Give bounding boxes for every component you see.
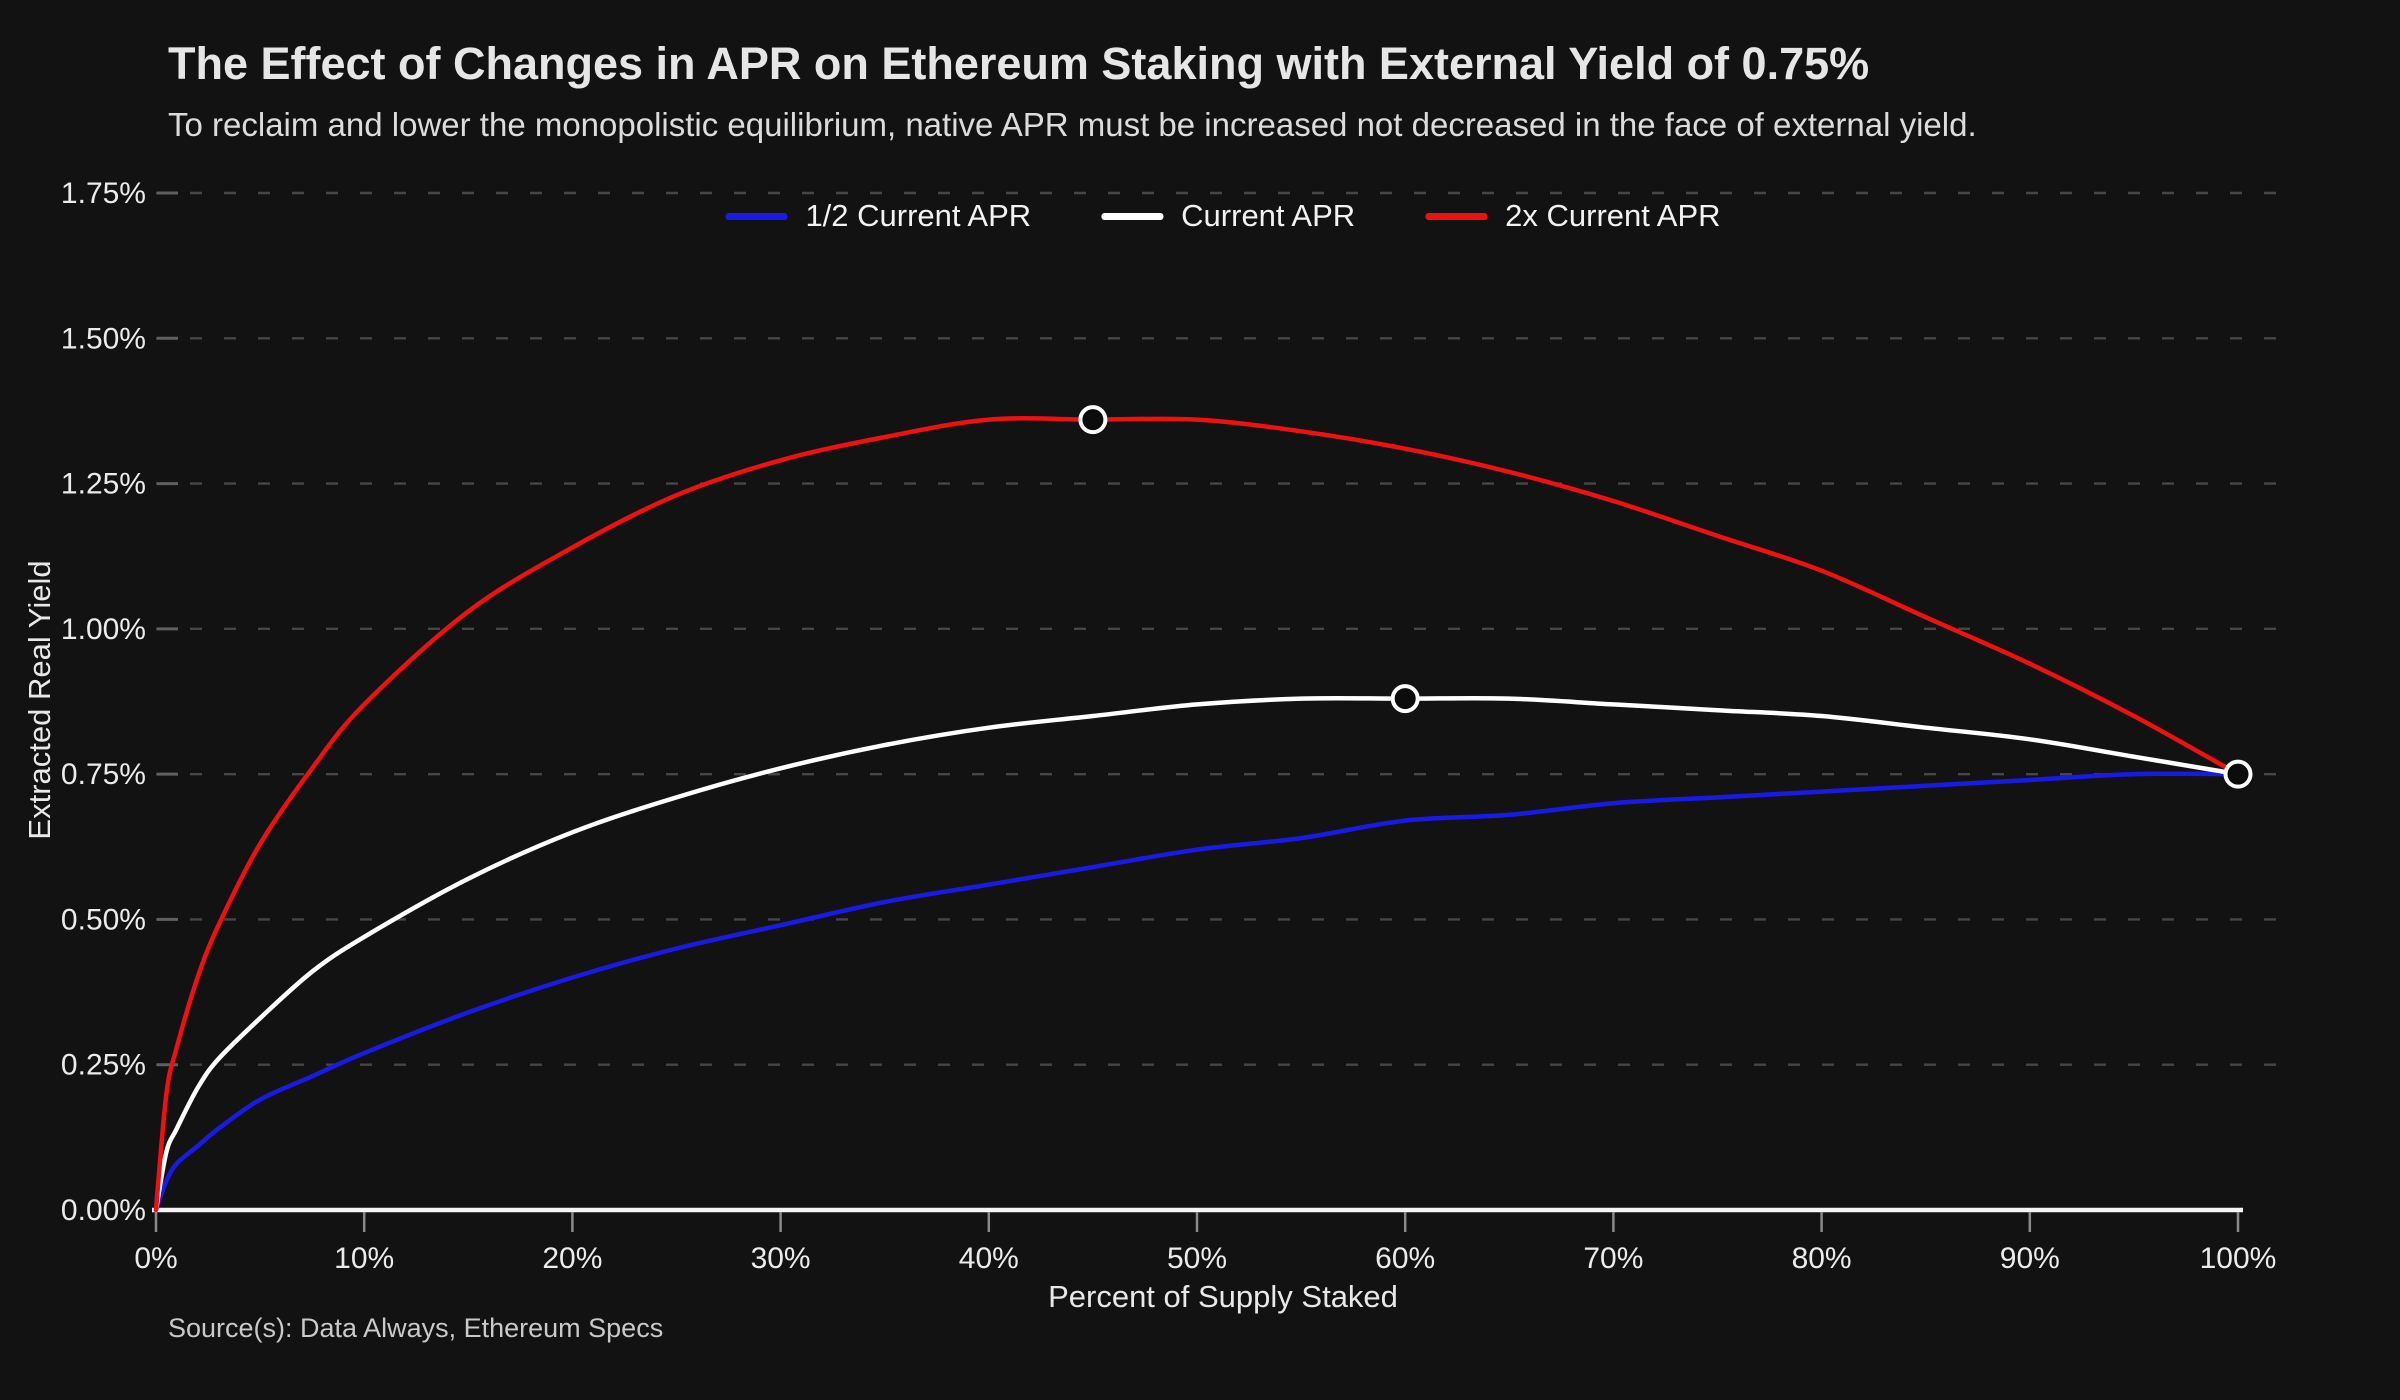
legend-item-current-apr: Current APR xyxy=(1101,198,1355,234)
data-point-marker xyxy=(1078,405,1108,435)
x-axis-title: Percent of Supply Staked xyxy=(1048,1279,1398,1314)
legend-label-1-2-current-apr: 1/2 Current APR xyxy=(805,198,1032,233)
legend-swatch-2x-current-apr xyxy=(1425,212,1488,220)
x-tick-label: 80% xyxy=(1792,1242,1852,1275)
x-tick-label: 50% xyxy=(1167,1242,1227,1275)
y-tick-label: 0.25% xyxy=(61,1049,146,1082)
chart-title: The Effect of Changes in APR on Ethereum… xyxy=(168,38,1870,89)
data-point-marker xyxy=(1390,684,1420,714)
y-tick-label: 1.00% xyxy=(61,613,146,646)
legend-swatch-1-2-current-apr xyxy=(725,212,788,220)
x-tick-label: 40% xyxy=(959,1242,1019,1275)
series-line-1-2-current-apr xyxy=(153,771,2241,1213)
y-tick-label: 1.25% xyxy=(61,468,146,501)
y-tick-label: 1.75% xyxy=(61,177,146,210)
y-tick-label: 0.00% xyxy=(61,1194,146,1227)
source-note: Source(s): Data Always, Ethereum Specs xyxy=(168,1313,664,1343)
chart-subtitle: To reclaim and lower the monopolistic eq… xyxy=(168,106,1977,143)
series-line-2x-current-apr xyxy=(153,416,2241,1213)
legend-label-current-apr: Current APR xyxy=(1181,198,1356,233)
legend-item-2x-current-apr: 2x Current APR xyxy=(1425,198,1721,234)
legend-label-2x-current-apr: 2x Current APR xyxy=(1505,198,1721,233)
y-tick-label: 0.75% xyxy=(61,758,146,791)
x-tick-label: 60% xyxy=(1375,1242,1435,1275)
x-tick-label: 30% xyxy=(751,1242,811,1275)
legend-swatch-current-apr xyxy=(1101,212,1164,220)
x-tick-label: 100% xyxy=(2200,1242,2277,1275)
y-tick-label: 0.50% xyxy=(61,903,146,936)
data-point-marker xyxy=(2223,759,2253,789)
legend: 1/2 Current APR Current APR 2x Current APR xyxy=(725,198,1721,234)
x-tick-label: 10% xyxy=(334,1242,394,1275)
x-tick-label: 0% xyxy=(134,1242,177,1275)
x-tick-label: 90% xyxy=(2000,1242,2060,1275)
x-tick-label: 20% xyxy=(542,1242,602,1275)
series-line-current-apr xyxy=(153,695,2241,1213)
legend-item-1-2-current-apr: 1/2 Current APR xyxy=(725,198,1031,234)
x-tick-label: 70% xyxy=(1583,1242,1643,1275)
y-axis-title: Extracted Real Yield xyxy=(22,560,57,840)
y-tick-label: 1.50% xyxy=(61,322,146,355)
